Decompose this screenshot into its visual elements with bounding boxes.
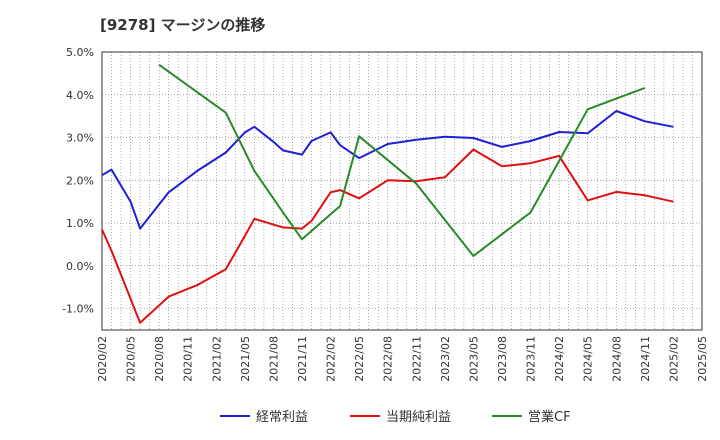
- legend-label-3: 営業CF: [528, 409, 571, 425]
- plot-area: [102, 52, 702, 330]
- x-tick-label: 2021/05: [239, 336, 252, 382]
- series-line-3: [158, 63, 646, 257]
- x-tick-label: 2023/05: [467, 336, 480, 382]
- y-tick-label: 2.0%: [66, 174, 94, 187]
- x-tick-label: 2022/05: [353, 336, 366, 382]
- x-tick-label: 2025/05: [696, 336, 709, 382]
- y-tick-label: 0.0%: [66, 260, 94, 273]
- y-tick-label: 3.0%: [66, 132, 94, 145]
- x-tick-label: 2024/05: [582, 336, 595, 382]
- chart-title: [9278] マージンの推移: [100, 16, 266, 34]
- x-tick-label: 2024/08: [610, 336, 623, 382]
- y-tick-label: 5.0%: [66, 46, 94, 59]
- x-tick-label: 2020/05: [125, 336, 138, 382]
- x-tick-label: 2021/11: [296, 336, 309, 382]
- x-tick-label: 2020/08: [153, 336, 166, 382]
- x-tick-label: 2022/11: [410, 336, 423, 382]
- x-tick-label: 2022/08: [382, 336, 395, 382]
- x-tick-label: 2020/02: [96, 336, 109, 382]
- x-tick-label: 2020/11: [182, 336, 195, 382]
- series-line-2: [101, 148, 674, 324]
- x-tick-label: 2022/02: [325, 336, 338, 382]
- x-tick-label: 2023/02: [439, 336, 452, 382]
- x-tick-label: 2023/11: [525, 336, 538, 382]
- y-tick-label: -1.0%: [62, 303, 94, 316]
- plot-frame: [101, 51, 703, 331]
- legend-label-1: 経常利益: [256, 410, 308, 425]
- x-tick-label: 2023/08: [496, 336, 509, 382]
- x-tick-label: 2024/11: [639, 336, 652, 382]
- y-tick-label: 4.0%: [66, 89, 94, 102]
- x-tick-label: 2025/02: [667, 336, 680, 382]
- series-line-1: [101, 110, 674, 230]
- x-tick-label: 2021/08: [267, 336, 280, 382]
- y-tick-label: 1.0%: [66, 217, 94, 230]
- x-tick-label: 2021/02: [210, 336, 223, 382]
- legend-label-2: 当期純利益: [386, 410, 451, 425]
- x-tick-label: 2024/02: [553, 336, 566, 382]
